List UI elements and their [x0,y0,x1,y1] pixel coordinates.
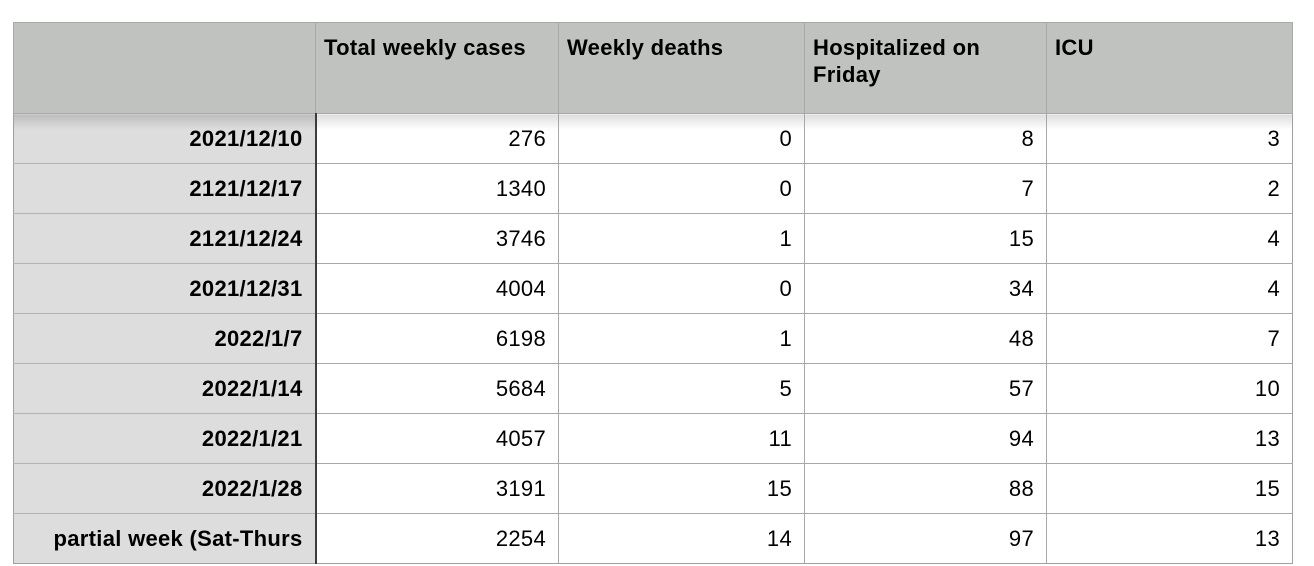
data-cell[interactable]: 4 [1046,213,1293,264]
data-cell[interactable]: 2254 [315,513,559,564]
column-header-cell[interactable]: ICU [1046,22,1293,114]
data-cell[interactable]: 57 [804,363,1047,414]
table-row: 2121/12/17 1340 0 7 2 [13,163,1293,214]
table-row: 2021/12/31 4004 0 34 4 [13,263,1293,314]
data-cell[interactable]: 15 [1046,463,1293,514]
table-row: 2022/1/28 3191 15 88 15 [13,463,1293,514]
data-cell[interactable]: 3746 [315,213,559,264]
header-row: Total weekly cases Weekly deaths Hospitali… [13,22,1293,114]
data-cell[interactable]: 97 [804,513,1047,564]
data-cell[interactable]: 0 [558,113,805,164]
row-header-cell[interactable]: 2022/1/28 [13,463,317,514]
table-row: 2022/1/7 6198 1 48 7 [13,313,1293,364]
table-row: 2021/12/10 276 0 8 3 [13,113,1293,164]
data-cell[interactable]: 15 [558,463,805,514]
weekly-covid-table: Total weekly cases Weekly deaths Hospitali… [13,22,1293,564]
data-cell[interactable]: 0 [558,163,805,214]
column-header-cell[interactable]: Weekly deaths [558,22,805,114]
data-cell[interactable]: 11 [558,413,805,464]
data-cell[interactable]: 4057 [315,413,559,464]
data-cell[interactable]: 4 [1046,263,1293,314]
row-header-cell[interactable]: partial week (Sat-Thurs [13,513,317,564]
data-cell[interactable]: 13 [1046,513,1293,564]
data-cell[interactable]: 34 [804,263,1047,314]
data-cell[interactable]: 88 [804,463,1047,514]
data-cell[interactable]: 10 [1046,363,1293,414]
data-cell[interactable]: 8 [804,113,1047,164]
row-header-cell[interactable]: 2021/12/31 [13,263,317,314]
table-row: 2022/1/14 5684 5 57 10 [13,363,1293,414]
data-cell[interactable]: 0 [558,263,805,314]
data-cell[interactable]: 3191 [315,463,559,514]
data-cell[interactable]: 7 [804,163,1047,214]
row-header-cell[interactable]: 2121/12/24 [13,213,317,264]
data-cell[interactable]: 5684 [315,363,559,414]
table-header: Total weekly cases Weekly deaths Hospitali… [13,22,1293,114]
row-header-cell[interactable]: 2121/12/17 [13,163,317,214]
data-cell[interactable]: 4004 [315,263,559,314]
row-header-cell[interactable]: 2022/1/7 [13,313,317,364]
row-header-cell[interactable]: 2022/1/21 [13,413,317,464]
corner-header-cell[interactable] [13,22,316,114]
data-cell[interactable]: 48 [804,313,1047,364]
data-cell[interactable]: 13 [1046,413,1293,464]
table-row: partial week (Sat-Thurs 2254 14 97 13 [13,513,1293,564]
column-header-cell[interactable]: Total weekly cases [315,22,559,114]
data-cell[interactable]: 5 [558,363,805,414]
table-row: 2022/1/21 4057 11 94 13 [13,413,1293,464]
column-header-cell[interactable]: Hospitalized on Friday [804,22,1047,114]
row-header-cell[interactable]: 2022/1/14 [13,363,317,414]
data-cell[interactable]: 14 [558,513,805,564]
data-cell[interactable]: 94 [804,413,1047,464]
data-cell[interactable]: 1 [558,313,805,364]
row-header-cell[interactable]: 2021/12/10 [13,113,317,164]
table-row: 2121/12/24 3746 1 15 4 [13,213,1293,264]
data-cell[interactable]: 15 [804,213,1047,264]
data-cell[interactable]: 2 [1046,163,1293,214]
table-body: 2021/12/10 276 0 8 3 2121/12/17 1340 0 7 2 2121/12… [13,113,1293,564]
data-cell[interactable]: 6198 [315,313,559,364]
data-cell[interactable]: 276 [315,113,559,164]
data-cell[interactable]: 3 [1046,113,1293,164]
data-cell[interactable]: 1 [558,213,805,264]
data-cell[interactable]: 1340 [315,163,559,214]
data-cell[interactable]: 7 [1046,313,1293,364]
